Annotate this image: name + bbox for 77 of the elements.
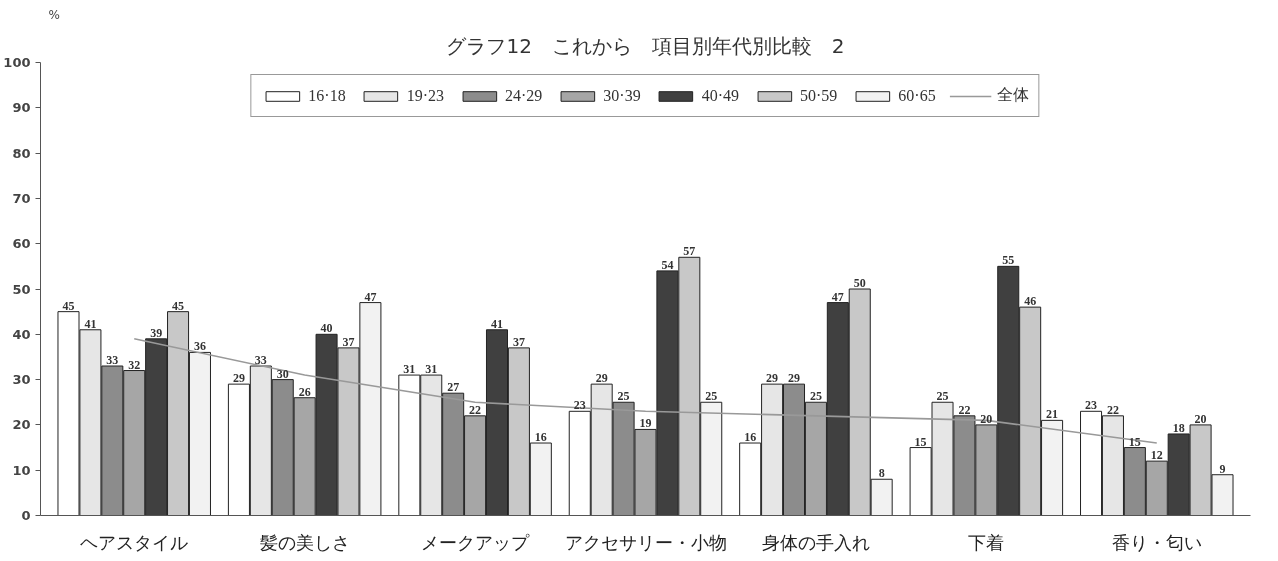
y-tick-label: 0 bbox=[21, 508, 31, 523]
legend-label: 40·49 bbox=[701, 86, 739, 105]
data-label: 32 bbox=[128, 357, 141, 372]
data-label: 23 bbox=[573, 398, 586, 413]
data-label: 25 bbox=[936, 389, 949, 404]
data-label: 25 bbox=[705, 389, 718, 404]
data-label: 15 bbox=[1128, 434, 1141, 449]
x-tick-label: アクセサリー・小物 bbox=[564, 531, 727, 553]
data-label: 45 bbox=[62, 298, 75, 313]
data-label: 46 bbox=[1024, 294, 1037, 309]
data-label: 16 bbox=[744, 430, 757, 445]
data-label: 8 bbox=[878, 466, 885, 481]
data-label: 29 bbox=[788, 371, 801, 386]
legend-label: 50·59 bbox=[799, 86, 838, 105]
data-label: 22 bbox=[1106, 402, 1119, 417]
legend-label: 30·39 bbox=[603, 86, 641, 105]
x-tick-label: 香り・匂い bbox=[1111, 531, 1202, 553]
y-tick-label: 50 bbox=[12, 281, 31, 297]
data-label: 45 bbox=[172, 298, 185, 313]
data-label: 33 bbox=[254, 353, 267, 368]
x-tick-label: 身体の手入れ bbox=[761, 531, 870, 553]
data-label: 47 bbox=[831, 289, 844, 304]
data-label: 23 bbox=[1085, 398, 1098, 413]
data-label: 39 bbox=[150, 325, 163, 340]
x-tick-label: 下着 bbox=[968, 531, 1005, 553]
legend-label: 24·29 bbox=[505, 86, 543, 105]
data-label: 25 bbox=[617, 389, 630, 404]
data-label: 20 bbox=[980, 411, 993, 426]
data-label: 15 bbox=[914, 434, 927, 449]
data-label: 29 bbox=[232, 371, 245, 386]
data-label: 26 bbox=[298, 384, 311, 399]
data-label: 12 bbox=[1150, 448, 1163, 463]
data-label: 30 bbox=[276, 366, 289, 381]
y-tick-label: 100 bbox=[3, 55, 31, 70]
data-label: 21 bbox=[1046, 407, 1059, 422]
y-tick-label: 80 bbox=[12, 145, 31, 161]
chart-title: グラフ12 これから 項目別年代別比較 2 bbox=[446, 33, 845, 58]
data-label: 18 bbox=[1172, 420, 1185, 435]
data-label: 31 bbox=[403, 362, 416, 377]
y-axis-title: % bbox=[48, 7, 60, 22]
data-label: 54 bbox=[661, 257, 674, 272]
data-label: 33 bbox=[106, 353, 119, 368]
data-label: 19 bbox=[639, 416, 652, 431]
data-label: 37 bbox=[342, 334, 355, 349]
data-label: 16 bbox=[534, 430, 547, 445]
data-label: 55 bbox=[1002, 253, 1015, 268]
data-label: 27 bbox=[447, 380, 460, 395]
data-label: 40 bbox=[320, 321, 333, 336]
data-label: 22 bbox=[958, 402, 971, 417]
data-label: 29 bbox=[595, 371, 608, 386]
data-label: 22 bbox=[469, 402, 482, 417]
data-label: 20 bbox=[1194, 411, 1207, 426]
legend-label: 全体 bbox=[996, 85, 1029, 105]
legend-label: 60·65 bbox=[898, 86, 936, 105]
y-tick-label: 20 bbox=[12, 417, 31, 433]
data-label: 47 bbox=[364, 289, 377, 304]
y-tick-label: 90 bbox=[12, 100, 31, 116]
y-tick-label: 60 bbox=[12, 236, 31, 252]
legend-label: 16·18 bbox=[308, 86, 346, 105]
legend-label: 19·23 bbox=[406, 86, 445, 105]
x-tick-label: ヘアスタイル bbox=[80, 531, 189, 553]
x-tick-label: 髪の美しさ bbox=[259, 531, 350, 553]
data-label: 50 bbox=[853, 276, 866, 290]
y-tick-label: 10 bbox=[12, 462, 31, 478]
data-label: 9 bbox=[1219, 461, 1226, 476]
data-label: 37 bbox=[512, 334, 525, 349]
data-label: 57 bbox=[683, 244, 696, 259]
y-tick-label: 40 bbox=[12, 326, 31, 342]
y-tick-label: 70 bbox=[12, 190, 31, 206]
data-label: 36 bbox=[193, 339, 206, 354]
data-label: 41 bbox=[490, 316, 503, 331]
data-label: 41 bbox=[84, 316, 97, 331]
data-label: 29 bbox=[766, 371, 779, 386]
x-tick-label: メークアップ bbox=[421, 531, 531, 553]
data-label: 31 bbox=[425, 362, 438, 377]
y-tick-label: 30 bbox=[12, 372, 31, 388]
data-label: 25 bbox=[809, 389, 822, 404]
